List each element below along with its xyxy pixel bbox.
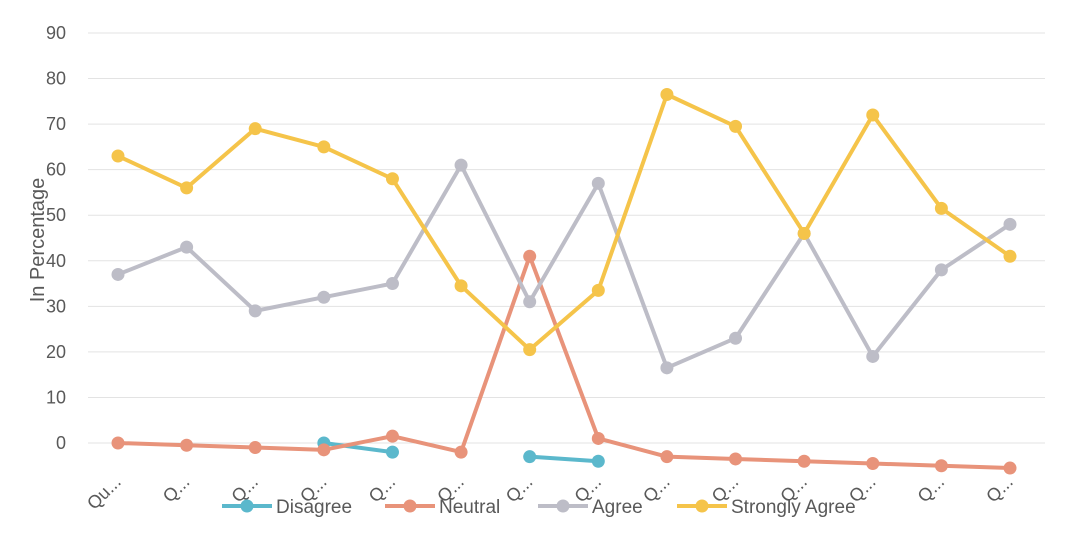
series-lines	[111, 88, 1017, 475]
data-point	[660, 361, 674, 375]
y-tick-label: 40	[46, 251, 66, 271]
data-point	[866, 457, 880, 470]
y-tick-label: 30	[46, 296, 66, 316]
series-line	[527, 454, 601, 464]
legend-label: Disagree	[276, 497, 352, 518]
data-point	[385, 172, 399, 186]
legend-label: Agree	[592, 497, 643, 518]
y-tick-label: 90	[46, 23, 66, 43]
data-point	[454, 279, 468, 293]
x-tick-label: Q...	[982, 472, 1017, 507]
legend-swatch-marker	[556, 499, 570, 513]
series-line	[116, 92, 1012, 352]
data-point	[1003, 461, 1017, 475]
y-tick-label: 80	[46, 69, 66, 89]
series-neutral	[111, 249, 1017, 475]
legend-label: Strongly Agree	[731, 497, 856, 518]
data-point	[866, 108, 880, 122]
legend-item-agree: Agree	[538, 497, 643, 518]
y-tick-label: 10	[46, 387, 66, 407]
data-point	[934, 263, 948, 277]
data-point	[111, 149, 125, 163]
data-point	[248, 441, 262, 455]
data-point	[660, 450, 674, 464]
data-point	[523, 450, 537, 464]
data-point	[591, 431, 605, 445]
x-tick-label: Q...	[365, 472, 400, 507]
data-point	[729, 452, 743, 466]
y-axis-title: In Percentage	[27, 178, 49, 303]
y-tick-label: 0	[56, 433, 66, 453]
legend-swatch-marker	[695, 499, 709, 513]
x-tick-label: Q...	[914, 472, 949, 507]
legend-label: Neutral	[439, 497, 500, 518]
y-tick-label: 20	[46, 342, 66, 362]
data-point	[385, 429, 399, 443]
data-point	[660, 88, 674, 101]
x-tick-label: Q...	[502, 472, 537, 507]
data-point	[729, 331, 743, 345]
data-point	[180, 438, 194, 452]
legend-item-disagree: Disagree	[222, 497, 352, 518]
data-point	[454, 445, 468, 459]
legend: Disagree Neutral Agree Strongly Agree	[222, 497, 856, 518]
data-point	[180, 181, 194, 195]
x-tick-label: Q...	[159, 472, 194, 507]
series-line	[321, 441, 395, 455]
data-point	[317, 140, 331, 154]
data-point	[591, 283, 605, 297]
legend-item-neutral: Neutral	[385, 497, 500, 518]
data-point	[797, 226, 811, 240]
data-point	[180, 240, 194, 254]
data-point	[797, 454, 811, 468]
legend-swatch-marker	[403, 499, 417, 513]
data-point	[523, 249, 537, 263]
data-point	[591, 454, 605, 468]
data-point	[934, 201, 948, 215]
data-point	[248, 304, 262, 318]
y-axis-ticks: 90 80 70 60 50 40 30 20 10 0	[46, 23, 66, 453]
data-point	[111, 267, 125, 281]
data-point	[111, 436, 125, 450]
series-line	[116, 163, 1012, 370]
data-point	[591, 176, 605, 190]
data-point	[317, 443, 331, 457]
series-agree	[111, 158, 1017, 375]
legend-item-strongly-agree: Strongly Agree	[677, 497, 856, 518]
data-point	[1003, 217, 1017, 231]
data-point	[523, 343, 537, 357]
x-tick-label: Q...	[639, 472, 674, 507]
series-line	[116, 254, 1012, 471]
y-tick-label: 70	[46, 114, 66, 134]
data-point	[454, 158, 468, 172]
series-strongly-agree	[111, 88, 1017, 357]
x-tick-label: Qu...	[83, 472, 125, 514]
data-point	[1003, 249, 1017, 263]
y-tick-label: 50	[46, 205, 66, 225]
data-point	[385, 445, 399, 459]
data-point	[934, 459, 948, 473]
legend-swatch-marker	[240, 499, 254, 513]
data-point	[317, 290, 331, 304]
y-tick-label: 60	[46, 160, 66, 180]
data-point	[385, 277, 399, 291]
data-point	[248, 122, 262, 136]
data-point	[866, 349, 880, 363]
data-point	[523, 295, 537, 309]
data-point	[729, 119, 743, 133]
